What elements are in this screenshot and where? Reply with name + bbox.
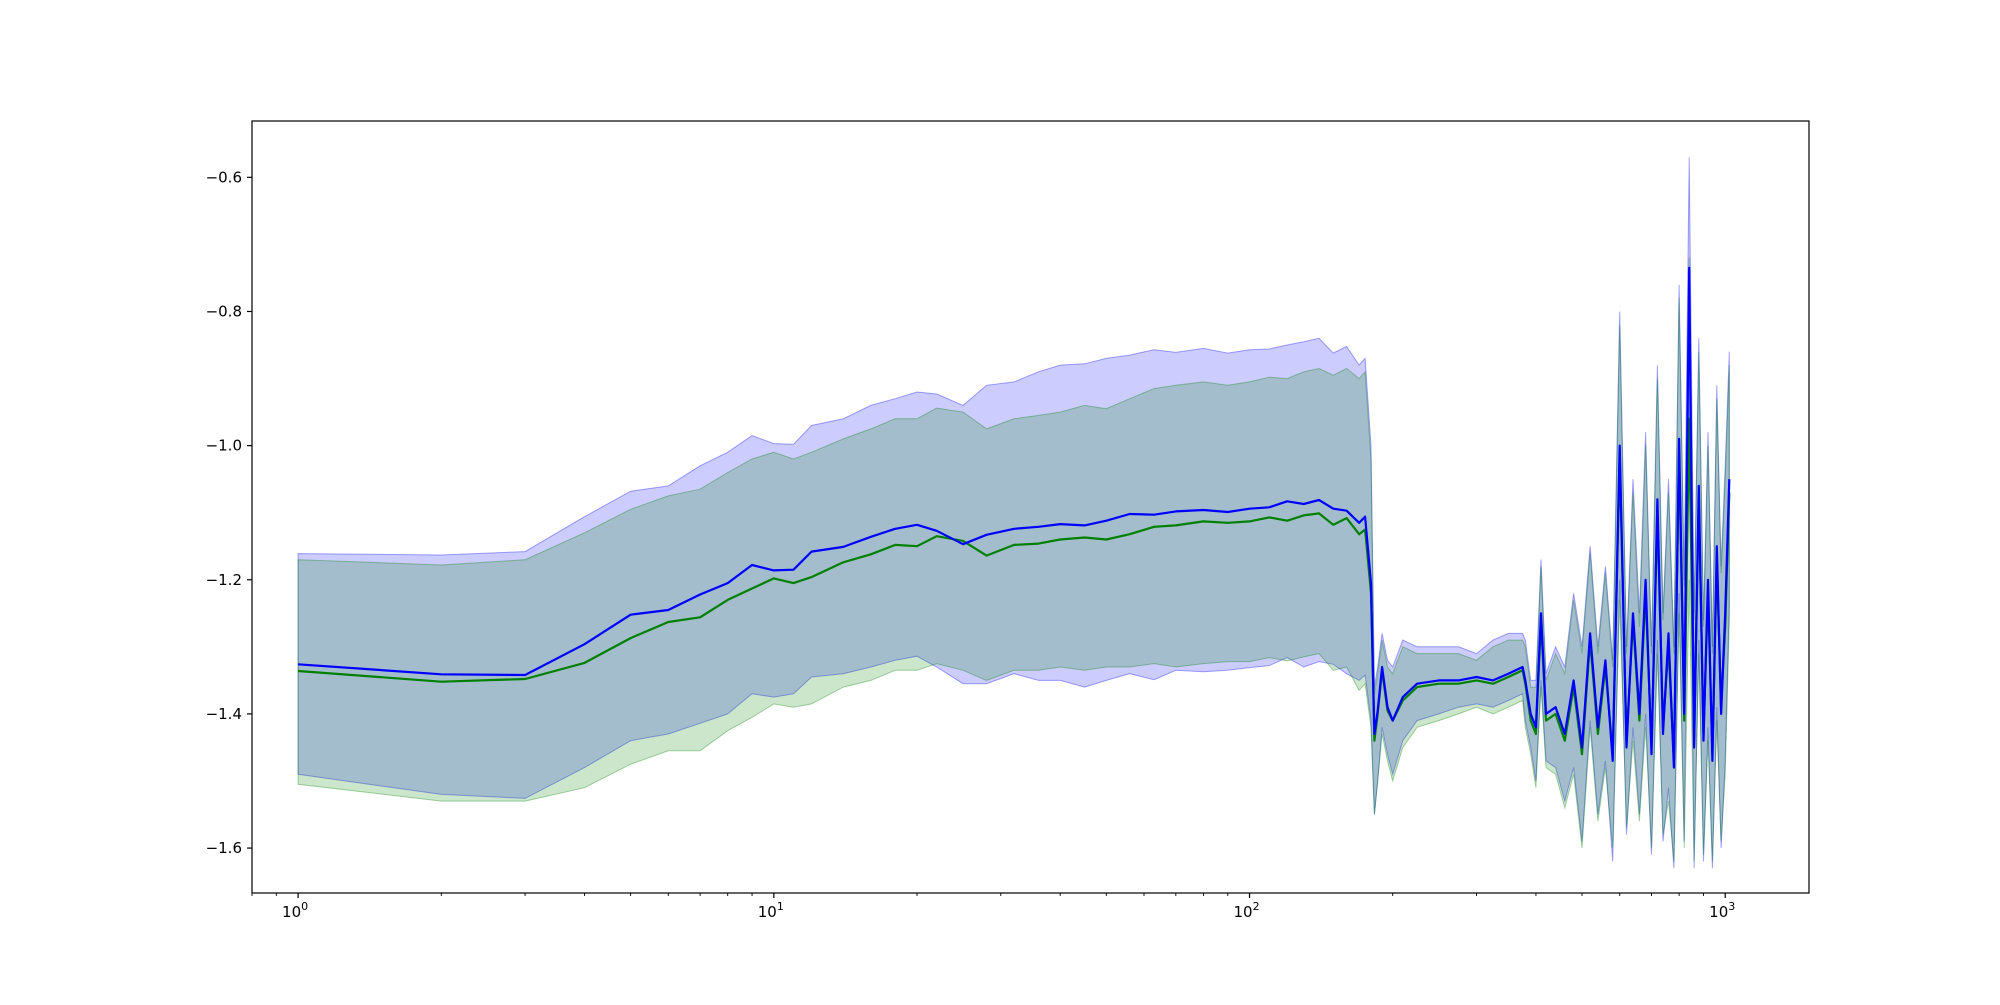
line-series-1 <box>298 266 1731 769</box>
x-tick-base: 10 <box>758 903 777 921</box>
x-tick-label: 100 <box>282 900 308 921</box>
y-tick-label: −1.4 <box>206 705 242 723</box>
x-tick-label: 102 <box>1233 900 1259 921</box>
x-tick-label: 101 <box>758 900 784 921</box>
y-tick-label: −1.6 <box>206 839 242 857</box>
x-axis: 100 101 102 103 <box>251 893 1735 921</box>
band-series-2 <box>297 257 1730 862</box>
y-tick-label: −0.6 <box>206 168 242 186</box>
x-tick-base: 10 <box>1709 903 1728 921</box>
x-tick-base: 10 <box>1233 903 1252 921</box>
x-tick-label: 103 <box>1709 900 1735 921</box>
x-tick-base: 10 <box>282 903 301 921</box>
series-lines <box>298 266 1731 769</box>
x-tick-exponent: 2 <box>1253 900 1260 913</box>
x-tick-exponent: 3 <box>1728 900 1735 913</box>
band-series-1 <box>297 157 1730 869</box>
y-tick-label: −1.2 <box>206 571 242 589</box>
y-tick-label: −0.8 <box>206 302 242 320</box>
y-tick-label: −1.0 <box>206 437 242 455</box>
y-axis: −0.6 −0.8 −1.0 −1.2 −1.4 −1.6 <box>206 168 252 857</box>
plot-frame <box>251 120 1810 894</box>
x-tick-exponent: 1 <box>777 900 784 913</box>
x-tick-exponent: 0 <box>301 900 308 913</box>
confidence-bands <box>297 157 1730 869</box>
